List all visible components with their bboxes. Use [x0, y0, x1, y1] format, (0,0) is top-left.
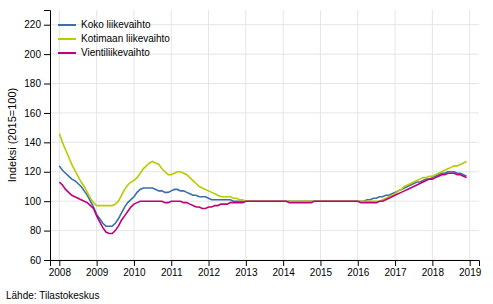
- x-tick-mark: [97, 260, 98, 266]
- grid-line-x: [208, 10, 209, 260]
- x-tick-label: 2010: [123, 267, 146, 278]
- legend-item: Kotimaan liikevaihto: [58, 33, 170, 44]
- y-tick: 80: [30, 225, 50, 236]
- series-group: [59, 134, 466, 234]
- x-tick: 2012: [198, 260, 221, 278]
- y-tick-label: 80: [30, 225, 42, 236]
- x-tick-mark: [320, 260, 321, 266]
- x-tick-label: 2013: [235, 267, 258, 278]
- x-tick: 2010: [123, 260, 146, 278]
- y-axis-title: Indeksi (2015=100): [6, 88, 18, 182]
- grid-line-x: [245, 10, 246, 260]
- legend-label: Koko liikevaihto: [81, 19, 151, 30]
- x-tick-mark: [358, 260, 359, 266]
- grid-line-x: [357, 10, 358, 260]
- y-tick-mark: [44, 54, 50, 55]
- x-tick: 2013: [235, 260, 258, 278]
- y-tick: 180: [24, 78, 50, 89]
- x-tick-label: 2011: [161, 267, 183, 278]
- legend-swatch: [58, 38, 76, 40]
- x-axis: 2008 2009 2010 2011 2012 2013 2014 2015 2016 2017…: [49, 260, 482, 278]
- x-tick-mark: [432, 260, 433, 266]
- plot-area: 2008 2009 2010 2011 2012 2013 2014 2015 2016 2017…: [24, 10, 481, 278]
- y-tick-mark: [44, 25, 50, 26]
- grid-line-x: [283, 10, 284, 260]
- y-tick-label: 180: [24, 78, 41, 89]
- x-tick: 2017: [384, 260, 407, 278]
- x-tick-label: 2017: [384, 267, 407, 278]
- grid: [50, 10, 479, 260]
- grid-line-x: [395, 10, 396, 260]
- legend-swatch: [58, 52, 76, 54]
- x-tick-mark: [283, 260, 284, 266]
- x-tick-label: 2018: [422, 267, 445, 278]
- series-line: [59, 134, 466, 206]
- grid-line-x: [171, 10, 172, 260]
- y-tick: 140: [24, 137, 50, 148]
- y-tick-mark: [44, 201, 50, 202]
- grid-line-x: [432, 10, 433, 260]
- x-tick-label: 2008: [49, 267, 72, 278]
- grid-line-y: [50, 83, 479, 84]
- grid-line-x: [320, 10, 321, 260]
- y-tick-mark: [44, 172, 50, 173]
- x-axis-line: [51, 261, 480, 267]
- legend-item: Vientiliikevaihto: [58, 47, 150, 58]
- x-tick-label: 2009: [86, 267, 109, 278]
- legend-swatch: [58, 24, 76, 26]
- series-line: [59, 173, 466, 233]
- y-tick: 200: [24, 49, 50, 60]
- x-tick-mark: [134, 260, 135, 266]
- x-tick-label: 2016: [347, 267, 370, 278]
- y-tick: 100: [24, 196, 50, 207]
- x-tick-label: 2019: [459, 267, 482, 278]
- legend: Koko liikevaihto Kotimaan liikevaihto Vien…: [58, 19, 170, 58]
- y-tick-mark: [44, 142, 50, 143]
- y-tick-label: 220: [24, 19, 41, 30]
- x-tick-mark: [246, 260, 247, 266]
- grid-line-y: [50, 171, 479, 172]
- y-tick-mark: [44, 113, 50, 114]
- legend-label: Kotimaan liikevaihto: [81, 33, 170, 44]
- x-tick: 2019: [459, 260, 482, 278]
- x-tick: 2016: [347, 260, 370, 278]
- footnote: Lähde: Tilastokeskus: [6, 290, 99, 301]
- y-axis-line: [44, 11, 51, 261]
- x-tick-mark: [171, 260, 172, 266]
- y-tick-label: 160: [24, 108, 41, 119]
- y-tick-label: 140: [24, 137, 41, 148]
- chart-container: 2008 2009 2010 2011 2012 2013 2014 2015 2016 2017…: [0, 0, 493, 304]
- legend-item: Koko liikevaihto: [58, 19, 151, 30]
- x-tick: 2008: [49, 260, 72, 278]
- y-tick: 220: [24, 19, 50, 30]
- y-tick-label: 60: [30, 255, 42, 266]
- y-tick-mark: [44, 260, 50, 261]
- y-tick: 160: [24, 108, 50, 119]
- grid-line-x: [469, 10, 470, 260]
- y-tick-label: 120: [24, 166, 41, 177]
- y-tick: 60: [30, 255, 50, 266]
- x-tick: 2009: [86, 260, 109, 278]
- x-tick-mark: [209, 260, 210, 266]
- grid-line-y: [50, 142, 479, 143]
- y-tick-mark: [44, 84, 50, 85]
- x-tick-label: 2015: [310, 267, 333, 278]
- x-tick: 2011: [161, 260, 183, 278]
- x-tick: 2018: [422, 260, 445, 278]
- y-axis: 60 80 100 120 140 160 180 200 220: [24, 11, 50, 266]
- grid-line-y: [50, 112, 479, 113]
- legend-label: Vientiliikevaihto: [81, 47, 150, 58]
- x-tick-mark: [59, 260, 60, 266]
- y-tick-label: 100: [24, 196, 41, 207]
- x-tick-label: 2014: [273, 267, 296, 278]
- y-tick-label: 200: [24, 49, 41, 60]
- y-tick: 120: [24, 166, 50, 177]
- x-tick-mark: [395, 260, 396, 266]
- chart-svg: 2008 2009 2010 2011 2012 2013 2014 2015 2016 2017…: [0, 0, 493, 304]
- x-tick-label: 2012: [198, 267, 221, 278]
- x-tick-mark: [470, 260, 471, 266]
- x-tick: 2015: [310, 260, 333, 278]
- x-tick: 2014: [273, 260, 296, 278]
- y-tick-mark: [44, 231, 50, 232]
